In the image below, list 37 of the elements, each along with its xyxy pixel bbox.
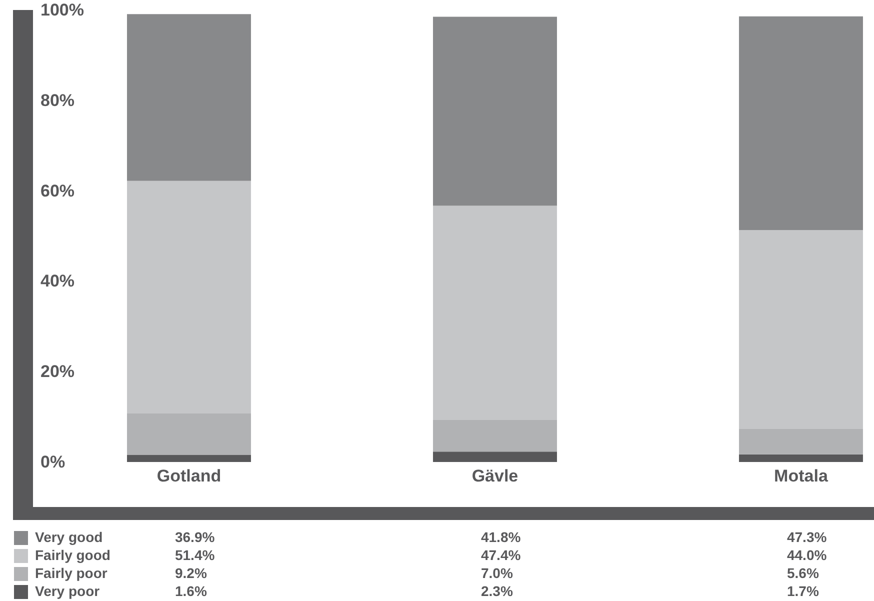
bar — [738, 16, 863, 230]
bar — [432, 420, 557, 452]
data-label: 5.6% — [786, 565, 820, 581]
legend-label: Very good — [35, 529, 103, 545]
data-label: 41.8% — [480, 529, 522, 545]
data-label: 36.9% — [174, 529, 216, 545]
y-tick-label: 60% — [40, 181, 75, 200]
bar — [126, 454, 251, 462]
y-tick-label: 0% — [40, 452, 66, 472]
data-label: 47.3% — [786, 529, 828, 545]
bar — [738, 429, 863, 454]
x-tick-label: Motala — [774, 466, 828, 486]
legend-label: Very poor — [35, 583, 100, 599]
bar — [126, 413, 251, 455]
data-label: 7.0% — [480, 565, 514, 581]
y-tick-label: 40% — [40, 272, 75, 291]
data-label: 44.0% — [786, 547, 828, 563]
bar — [432, 452, 557, 462]
y-tick-label: 20% — [40, 362, 75, 382]
data-label: 1.6% — [174, 583, 208, 599]
bar — [432, 206, 557, 420]
data-label: 47.4% — [480, 547, 522, 563]
legend-label: Fairly good — [35, 547, 110, 563]
bar — [432, 16, 557, 206]
data-label: 51.4% — [174, 547, 216, 563]
legend-label: Fairly poor — [35, 565, 108, 581]
bar — [126, 14, 251, 181]
x-tick-label: Gotland — [156, 466, 222, 486]
y-tick-label: 80% — [40, 90, 75, 110]
data-label: 2.3% — [480, 583, 514, 599]
x-tick-label: Gävle — [472, 466, 518, 486]
data-label: 9.2% — [174, 565, 208, 581]
data-label: 1.7% — [786, 583, 820, 599]
bar — [126, 180, 251, 414]
y-tick-label: 100% — [40, 0, 84, 20]
bar — [738, 230, 863, 430]
bar — [738, 454, 863, 462]
